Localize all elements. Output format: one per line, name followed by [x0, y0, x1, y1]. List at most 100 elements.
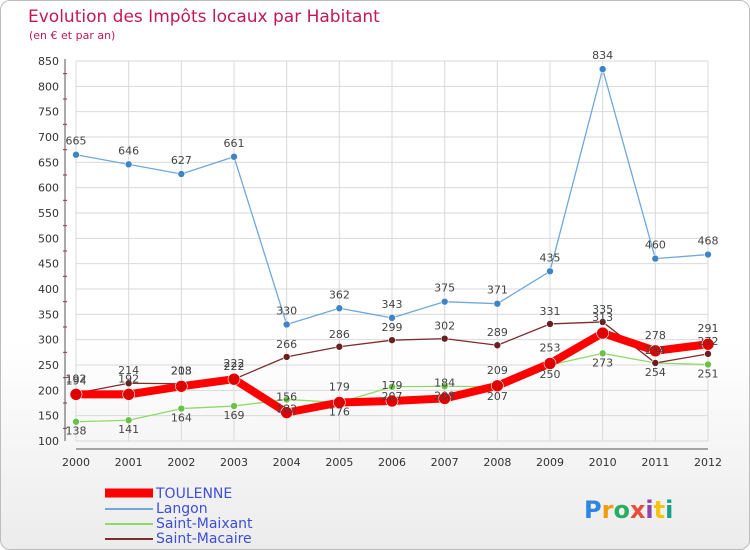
- data-point-langon: [546, 267, 554, 276]
- data-point-saint-maixant: [124, 416, 133, 425]
- x-tick-label: 2004: [273, 456, 301, 469]
- logo-letter: x: [630, 496, 646, 524]
- y-tick-label: 500: [38, 232, 59, 245]
- data-label-langon: 330: [276, 304, 297, 317]
- data-label-toulenne: 313: [592, 311, 613, 324]
- data-label-langon: 435: [540, 251, 561, 264]
- y-tick-label: 200: [38, 384, 59, 397]
- data-point-langon: [704, 250, 712, 259]
- data-point-toulenne: [491, 379, 504, 393]
- data-point-saint-maixant: [230, 402, 238, 410]
- data-label-saint-maixant: 207: [382, 390, 403, 403]
- data-point-toulenne: [69, 388, 83, 401]
- y-tick-label: 250: [38, 359, 59, 372]
- x-tick-label: 2010: [589, 456, 617, 469]
- data-label-saint-macaire: 194: [66, 374, 87, 387]
- data-label-langon: 661: [224, 137, 245, 150]
- data-label-saint-maixant: 207: [487, 390, 508, 403]
- legend: TOULENNE Langon Saint-Maixant Saint-Maca…: [105, 486, 253, 547]
- data-label-saint-maixant: 254: [645, 366, 666, 379]
- data-point-langon: [177, 170, 186, 178]
- logo-letter: o: [613, 496, 630, 524]
- data-point-toulenne: [649, 344, 662, 358]
- data-label-saint-maixant: 273: [592, 356, 613, 369]
- data-label-saint-maixant: 250: [540, 368, 561, 381]
- data-label-saint-macaire: 213: [171, 365, 192, 378]
- data-point-toulenne: [333, 396, 346, 409]
- data-label-saint-macaire: 335: [592, 303, 613, 316]
- x-tick-label: 2011: [641, 456, 669, 469]
- data-point-saint-maixant: [440, 382, 449, 391]
- logo-letter: t: [654, 496, 665, 524]
- data-label-saint-macaire: 289: [487, 326, 508, 339]
- data-label-toulenne: 208: [171, 364, 192, 377]
- legend-label-langon: Langon: [156, 501, 208, 517]
- data-label-saint-maixant: 251: [698, 367, 719, 380]
- data-point-saint-maixant: [282, 395, 291, 404]
- data-label-toulenne: 179: [329, 380, 350, 393]
- data-label-saint-maixant: 141: [118, 423, 139, 436]
- data-point-langon: [388, 314, 396, 322]
- data-point-langon: [598, 65, 607, 73]
- data-point-toulenne: [227, 372, 241, 386]
- y-tick-label: 750: [38, 106, 59, 119]
- y-tick-label: 800: [38, 80, 59, 93]
- data-point-saint-macaire: [493, 341, 502, 350]
- chart-subtitle: (en € et par an): [29, 29, 115, 42]
- x-tick-label: 2009: [536, 456, 564, 469]
- y-tick-label: 600: [38, 182, 59, 195]
- y-tick-label: 650: [38, 156, 59, 169]
- data-point-saint-maixant: [598, 349, 607, 358]
- y-tick-label: 450: [38, 258, 59, 271]
- data-label-saint-maixant: 208: [434, 389, 455, 402]
- x-tick-label: 2001: [115, 456, 143, 469]
- data-point-toulenne: [175, 379, 188, 393]
- data-label-saint-macaire: 286: [329, 328, 350, 341]
- x-tick-label: 2012: [694, 456, 722, 469]
- x-tick-label: 2002: [167, 456, 195, 469]
- data-point-saint-macaire: [282, 353, 291, 361]
- y-tick-label: 350: [38, 308, 59, 321]
- y-tick-label: 300: [38, 334, 59, 347]
- x-tick-label: 2005: [325, 456, 353, 469]
- data-label-saint-maixant: 138: [66, 425, 87, 438]
- y-tick-label: 400: [38, 283, 59, 296]
- data-point-toulenne: [122, 388, 135, 401]
- y-tick-label: 550: [38, 207, 59, 220]
- data-label-saint-maixant: 169: [224, 409, 245, 422]
- data-point-toulenne: [385, 394, 399, 408]
- x-tick-label: 2000: [62, 456, 90, 469]
- data-point-langon: [651, 254, 660, 263]
- data-label-toulenne: 192: [118, 372, 139, 385]
- data-point-langon: [493, 299, 502, 308]
- data-point-toulenne: [280, 406, 293, 419]
- data-label-saint-maixant: 164: [171, 412, 192, 425]
- data-point-saint-macaire: [440, 334, 449, 343]
- logo-letter: P: [584, 496, 602, 524]
- data-label-toulenne: 192: [66, 372, 87, 385]
- data-label-saint-macaire: 299: [382, 321, 403, 334]
- axes: 100 150 200 250 300 350 400 450 500 550 600 650 700 7…: [38, 55, 722, 469]
- data-point-saint-maixant: [704, 360, 712, 369]
- data-point-langon: [124, 160, 133, 169]
- data-label-saint-macaire: 272: [698, 335, 719, 348]
- logo-letter: r: [602, 496, 614, 524]
- legend-label-toulenne: TOULENNE: [155, 486, 232, 502]
- data-label-toulenne: 278: [645, 329, 666, 342]
- data-label-toulenne: 179: [382, 379, 403, 392]
- data-point-saint-maixant: [72, 417, 80, 426]
- data-point-saint-maixant: [388, 382, 396, 391]
- data-point-toulenne: [438, 392, 451, 405]
- data-point-saint-macaire: [598, 318, 607, 326]
- data-label-saint-macaire: 214: [118, 364, 139, 377]
- proxiti-logo: Proxiti: [584, 496, 673, 524]
- data-label-langon: 665: [66, 135, 87, 148]
- data-label-langon: 375: [434, 282, 455, 295]
- data-label-langon: 646: [118, 144, 139, 157]
- data-label-saint-macaire: 331: [540, 305, 561, 318]
- data-labels: 665 646 627 661 330 362 343 375 371 435 834 460 468 1…: [66, 49, 719, 438]
- data-label-toulenne: 222: [224, 357, 245, 370]
- data-point-saint-macaire: [651, 359, 660, 367]
- data-point-langon: [335, 304, 344, 313]
